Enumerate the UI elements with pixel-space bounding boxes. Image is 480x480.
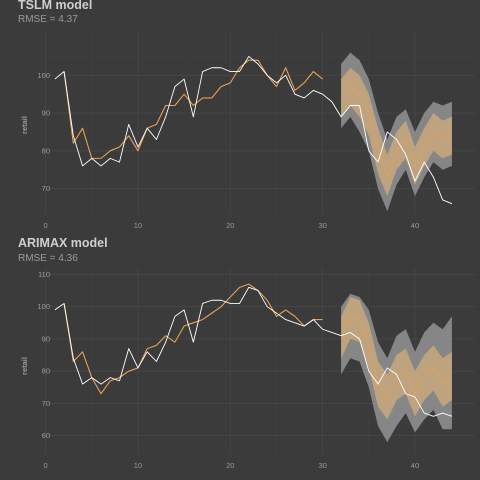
- y-tick-label: 100: [37, 302, 50, 311]
- forecast-band-80: [341, 297, 452, 420]
- y-axis-label: retail: [20, 357, 29, 375]
- y-axis-label: retail: [20, 116, 29, 134]
- forecast-band-95: [341, 52, 452, 212]
- x-tick-label: 10: [134, 461, 142, 470]
- y-tick-label: 70: [42, 184, 50, 193]
- panel-title: ARIMAX model: [18, 236, 108, 250]
- y-tick-label: 90: [42, 334, 50, 343]
- plot-area-tslm: 0 10 20 30 40 70 80 90 100: [37, 30, 475, 230]
- actual-line: [54, 286, 453, 417]
- plot-area-arimax: 0 10 20 30 40 60 70 80 90 100 110: [37, 268, 475, 470]
- x-tick-label: 20: [226, 461, 234, 470]
- panel-tslm: TSLM model RMSE = 4.37 retail 0 10 20 30 40 7…: [18, 0, 475, 230]
- x-tick-label: 40: [411, 461, 419, 470]
- panel-title: TSLM model: [18, 0, 92, 12]
- panel-subtitle: RMSE = 4.36: [18, 253, 78, 264]
- y-tick-label: 70: [42, 399, 50, 408]
- x-tick-label: 30: [318, 221, 326, 230]
- forecast-band-80: [341, 67, 452, 197]
- x-tick-label: 0: [44, 221, 48, 230]
- y-tick-label: 80: [42, 367, 50, 376]
- y-tick-label: 100: [37, 71, 50, 80]
- x-tick-label: 0: [44, 461, 48, 470]
- forecast-mean-line: [340, 86, 453, 178]
- y-tick-label: 60: [42, 431, 50, 440]
- actual-line: [54, 55, 453, 205]
- x-tick-label: 40: [411, 221, 419, 230]
- x-tick-label: 30: [318, 461, 326, 470]
- fitted-line: [63, 283, 323, 395]
- x-tick-label: 10: [134, 221, 142, 230]
- forecast-mean-line: [340, 315, 453, 398]
- y-tick-label: 80: [42, 146, 50, 155]
- y-tick-label: 110: [38, 270, 50, 279]
- panel-subtitle: RMSE = 4.37: [18, 14, 78, 25]
- x-tick-label: 20: [226, 221, 234, 230]
- panel-arimax: ARIMAX model RMSE = 4.36 retail 0 10 20 30 4…: [18, 236, 475, 470]
- y-tick-label: 90: [42, 109, 50, 118]
